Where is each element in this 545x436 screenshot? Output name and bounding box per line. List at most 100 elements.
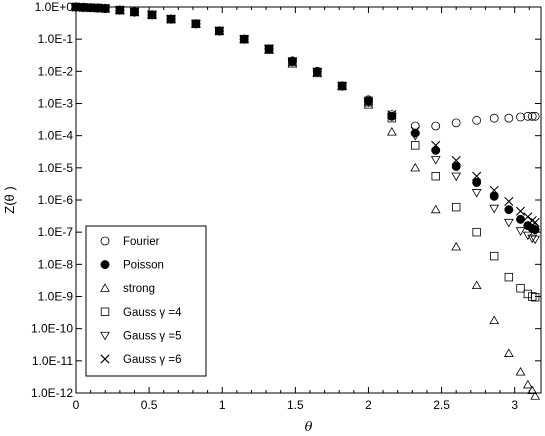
- x-tick-label: 0: [73, 398, 80, 412]
- data-point: [451, 118, 461, 128]
- data-point: [451, 172, 462, 182]
- data-point: [522, 231, 533, 241]
- data-point: [522, 379, 533, 389]
- data-point: [100, 4, 110, 13]
- data-point: [386, 126, 397, 136]
- y-tick-label: 1.0E-10: [31, 322, 73, 336]
- x-tick-label: 2: [365, 398, 372, 412]
- data-point: [191, 19, 201, 29]
- data-point: [503, 218, 514, 228]
- data-point: [430, 156, 441, 165]
- legend-marker-stroke: [100, 354, 110, 364]
- data-point: [430, 204, 441, 214]
- data-point: [527, 234, 538, 244]
- data-point: [515, 366, 526, 376]
- legend-label: strong: [123, 283, 155, 295]
- data-point: [504, 113, 514, 123]
- legend-label: Fourier: [123, 236, 160, 248]
- data-point: [516, 214, 525, 224]
- legend-label: Poisson: [123, 260, 164, 272]
- data-point: [530, 235, 541, 245]
- data-point: [528, 292, 537, 301]
- data-point: [516, 284, 525, 293]
- data-point: [504, 196, 514, 207]
- data-point: [130, 7, 139, 17]
- y-tick-label: 1.0E+0: [35, 0, 74, 14]
- data-point: [287, 56, 297, 66]
- plot-frame: [75, 6, 542, 394]
- data-point: [431, 145, 441, 155]
- y-axis-label: Z(θ ): [2, 186, 17, 213]
- x-tick-label: 2.5: [433, 398, 450, 412]
- data-point: [490, 251, 499, 261]
- data-point: [472, 227, 481, 237]
- data-point: [312, 66, 322, 76]
- y-tick-label: 1.0E-5: [38, 161, 74, 175]
- y-tick-label: 1.0E-6: [38, 193, 74, 207]
- data-point-stroke: [515, 206, 526, 216]
- data-point: [489, 113, 499, 123]
- y-tick-label: 1.0E-2: [38, 64, 74, 78]
- legend-label: Gauss γ =4: [123, 307, 182, 319]
- data-point: [503, 348, 514, 357]
- data-point: [451, 202, 461, 212]
- series-5: [71, 2, 540, 228]
- axis-ticks: 0 0.5 1 1.5 2 2.5 3 1.0E+0 1.0E-1 1.0E-2 1.0E-3 1.0…: [31, 0, 541, 412]
- y-tick-label: 1.0E-8: [38, 257, 74, 271]
- data-point: [451, 162, 461, 171]
- data-point: [489, 204, 500, 214]
- legend-marker: [100, 354, 110, 364]
- data-point: [530, 225, 540, 235]
- data-point: [515, 227, 526, 236]
- y-tick-label: 1.0E-11: [32, 354, 73, 368]
- data-point: [527, 385, 538, 395]
- legend-marker: [100, 260, 110, 270]
- data-point: [471, 189, 482, 198]
- x-tick-label: 1: [219, 398, 226, 412]
- data-point: [472, 115, 482, 125]
- data-point: [489, 191, 499, 201]
- data-point: [147, 10, 157, 20]
- series-1: [71, 2, 540, 235]
- data-point: [515, 206, 526, 216]
- data-point: [527, 111, 537, 121]
- data-point: [115, 5, 125, 15]
- data-point: [504, 205, 514, 215]
- data-point: [410, 128, 420, 138]
- x-tick-label: 3: [511, 398, 518, 412]
- data-point: [451, 241, 462, 251]
- data-point: [264, 44, 274, 54]
- data-point: [472, 178, 482, 187]
- y-tick-label: 1.0E-7: [38, 225, 74, 239]
- legend-marker: [100, 236, 110, 246]
- data-point: [523, 111, 533, 121]
- data-point: [471, 280, 482, 290]
- data-point: [387, 111, 397, 121]
- data-point: [166, 14, 176, 24]
- data-point: [337, 81, 347, 91]
- legend: Fourier Poisson strong Gauss γ =4 Gauss γ =5…: [85, 225, 207, 377]
- y-tick-label: 1.0E-4: [38, 129, 74, 143]
- series-4: [71, 3, 541, 245]
- data-point: [431, 121, 441, 131]
- y-tick-label: 1.0E-12: [31, 386, 73, 400]
- y-tick-label: 1.0E-1: [38, 32, 74, 46]
- data-point: [530, 391, 541, 400]
- x-tick-label: 0.5: [141, 398, 158, 412]
- data-point: [516, 112, 525, 122]
- legend-marker: [100, 307, 110, 316]
- data-point: [523, 289, 533, 299]
- series-0: [71, 2, 540, 131]
- data-point: [214, 26, 224, 36]
- y-tick-label: 1.0E-3: [38, 97, 74, 111]
- legend-box: [85, 225, 207, 377]
- x-tick-label: 1.5: [287, 398, 304, 412]
- y-tick-label: 1.0E-9: [38, 290, 74, 304]
- data-point: [472, 171, 482, 181]
- x-axis-label: θ: [305, 420, 313, 435]
- data-point: [504, 272, 514, 282]
- legend-marker: [100, 331, 110, 341]
- data-point: [410, 162, 421, 172]
- data-point: [431, 171, 440, 181]
